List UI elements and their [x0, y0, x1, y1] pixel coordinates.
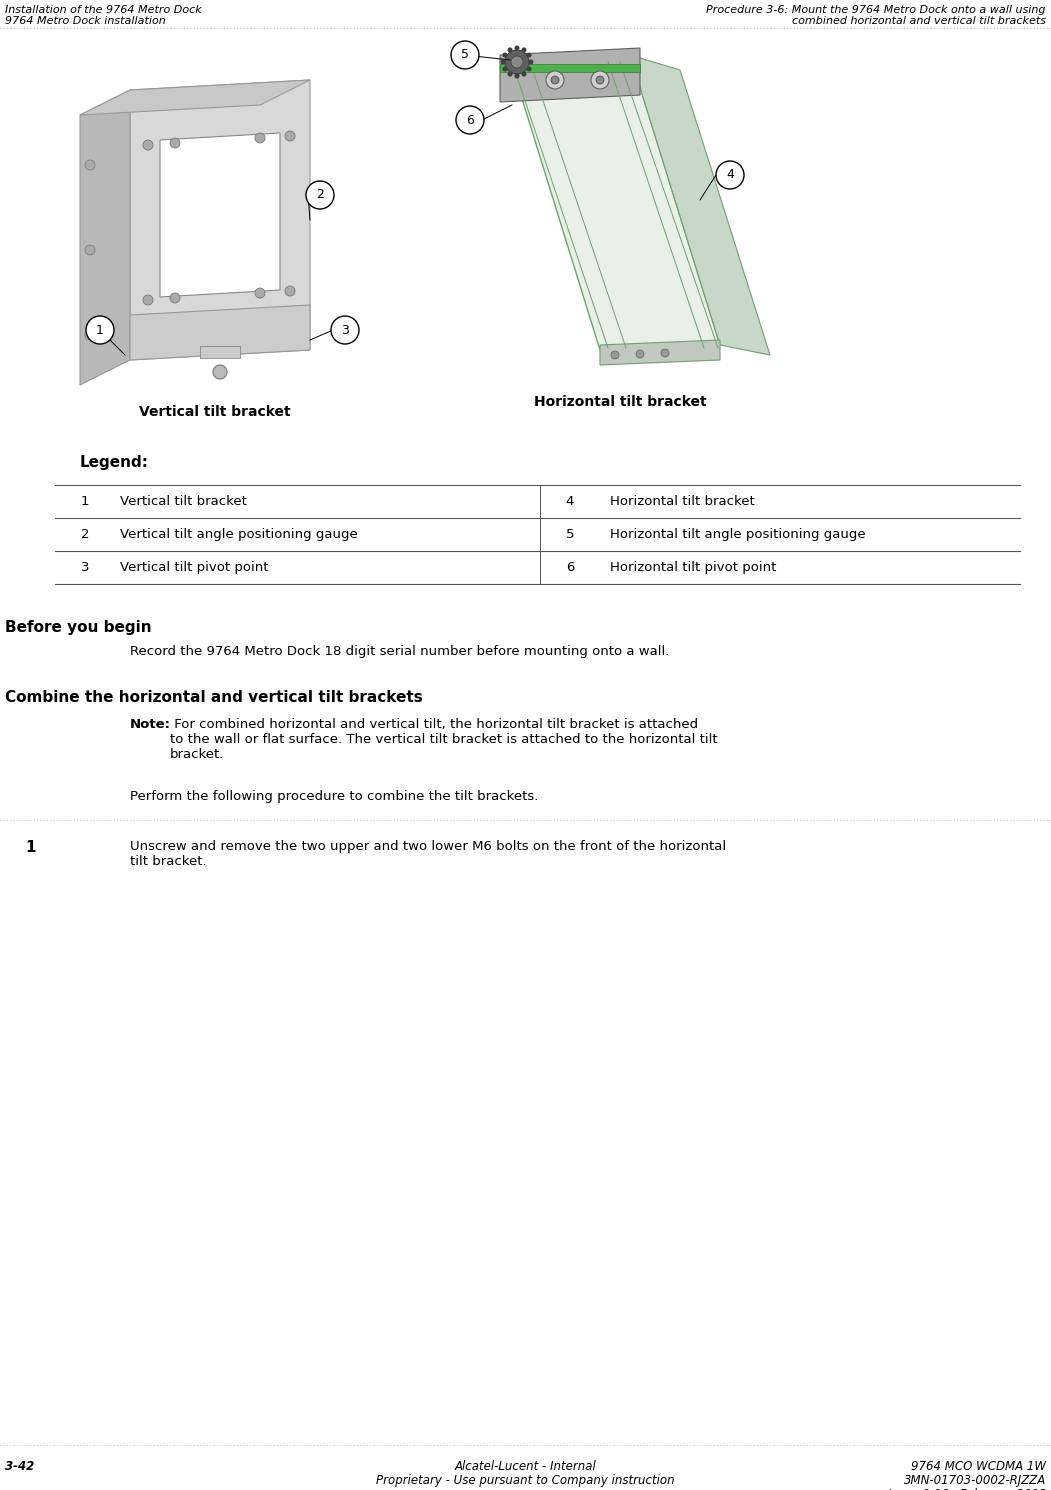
Text: Vertical tilt angle positioning gauge: Vertical tilt angle positioning gauge [120, 527, 357, 541]
Circle shape [596, 76, 604, 83]
Polygon shape [600, 340, 720, 365]
Circle shape [306, 180, 334, 209]
Text: 6: 6 [466, 113, 474, 127]
Circle shape [529, 60, 534, 64]
Polygon shape [80, 89, 130, 384]
Text: Vertical tilt bracket: Vertical tilt bracket [139, 405, 291, 419]
Text: 3: 3 [342, 323, 349, 337]
Circle shape [170, 294, 180, 302]
Text: 1: 1 [25, 840, 36, 855]
Polygon shape [500, 48, 640, 101]
Circle shape [170, 139, 180, 148]
Circle shape [521, 72, 527, 76]
Circle shape [213, 365, 227, 378]
Text: 9764 MCO WCDMA 1W: 9764 MCO WCDMA 1W [911, 1460, 1046, 1474]
Circle shape [508, 72, 513, 76]
Circle shape [547, 72, 564, 89]
Polygon shape [510, 55, 720, 350]
Circle shape [661, 349, 669, 358]
Circle shape [504, 51, 529, 74]
Circle shape [500, 60, 506, 64]
Text: 2: 2 [81, 527, 89, 541]
Circle shape [508, 48, 513, 52]
Circle shape [591, 72, 609, 89]
Text: 6: 6 [565, 562, 574, 574]
Circle shape [85, 244, 95, 255]
Text: Before you begin: Before you begin [5, 620, 151, 635]
Circle shape [515, 46, 519, 51]
Text: Horizontal tilt bracket: Horizontal tilt bracket [534, 395, 706, 408]
Text: Vertical tilt pivot point: Vertical tilt pivot point [120, 562, 268, 574]
Polygon shape [130, 80, 310, 361]
Polygon shape [630, 55, 770, 355]
Circle shape [85, 329, 95, 340]
Circle shape [255, 133, 265, 143]
Circle shape [716, 161, 744, 189]
Text: Record the 9764 Metro Dock 18 digit serial number before mounting onto a wall.: Record the 9764 Metro Dock 18 digit seri… [130, 645, 669, 659]
Circle shape [285, 131, 295, 142]
Bar [200, 346, 240, 358]
Text: Note:: Note: [130, 718, 171, 732]
Polygon shape [160, 133, 280, 297]
Text: 3-42: 3-42 [5, 1460, 35, 1474]
Circle shape [285, 286, 295, 297]
Circle shape [527, 52, 532, 58]
Text: 5: 5 [565, 527, 574, 541]
Text: 1: 1 [96, 323, 104, 337]
Circle shape [551, 76, 559, 83]
Text: 4: 4 [726, 168, 734, 182]
Text: Installation of the 9764 Metro Dock: Installation of the 9764 Metro Dock [5, 4, 202, 15]
Text: 3MN-01703-0002-RJZZA: 3MN-01703-0002-RJZZA [904, 1474, 1046, 1487]
Text: Legend:: Legend: [80, 454, 149, 469]
Circle shape [611, 352, 619, 359]
Text: 4: 4 [565, 495, 574, 508]
Text: Procedure 3-6: Mount the 9764 Metro Dock onto a wall using: Procedure 3-6: Mount the 9764 Metro Dock… [706, 4, 1046, 15]
Circle shape [331, 316, 359, 344]
Text: 5: 5 [461, 49, 469, 61]
Text: Issue 0.06   February 2013: Issue 0.06 February 2013 [887, 1489, 1046, 1490]
Circle shape [502, 52, 508, 58]
Circle shape [456, 106, 485, 134]
Circle shape [255, 288, 265, 298]
Text: 3: 3 [81, 562, 89, 574]
Circle shape [86, 316, 114, 344]
Text: Combine the horizontal and vertical tilt brackets: Combine the horizontal and vertical tilt… [5, 690, 423, 705]
Text: combined horizontal and vertical tilt brackets: combined horizontal and vertical tilt br… [792, 16, 1046, 25]
Text: Perform the following procedure to combine the tilt brackets.: Perform the following procedure to combi… [130, 790, 538, 803]
Text: Unscrew and remove the two upper and two lower M6 bolts on the front of the hori: Unscrew and remove the two upper and two… [130, 840, 726, 869]
Circle shape [143, 140, 153, 150]
Text: 9764 Metro Dock installation: 9764 Metro Dock installation [5, 16, 166, 25]
Polygon shape [130, 305, 310, 361]
Circle shape [85, 159, 95, 170]
Text: 1: 1 [81, 495, 89, 508]
Text: Alcatel-Lucent - Internal: Alcatel-Lucent - Internal [454, 1460, 596, 1474]
Circle shape [515, 73, 519, 79]
Circle shape [511, 57, 523, 69]
Circle shape [502, 67, 508, 72]
Circle shape [521, 48, 527, 52]
Circle shape [527, 67, 532, 72]
Circle shape [143, 295, 153, 305]
Polygon shape [80, 80, 310, 115]
Text: For combined horizontal and vertical tilt, the horizontal tilt bracket is attach: For combined horizontal and vertical til… [170, 718, 718, 761]
Text: Horizontal tilt angle positioning gauge: Horizontal tilt angle positioning gauge [610, 527, 866, 541]
Circle shape [451, 42, 479, 69]
Text: 2: 2 [316, 189, 324, 201]
Text: Horizontal tilt pivot point: Horizontal tilt pivot point [610, 562, 777, 574]
Bar [500, 64, 640, 72]
Text: Horizontal tilt bracket: Horizontal tilt bracket [610, 495, 755, 508]
Text: Proprietary - Use pursuant to Company instruction: Proprietary - Use pursuant to Company in… [375, 1474, 675, 1487]
Text: Vertical tilt bracket: Vertical tilt bracket [120, 495, 247, 508]
Circle shape [636, 350, 644, 358]
